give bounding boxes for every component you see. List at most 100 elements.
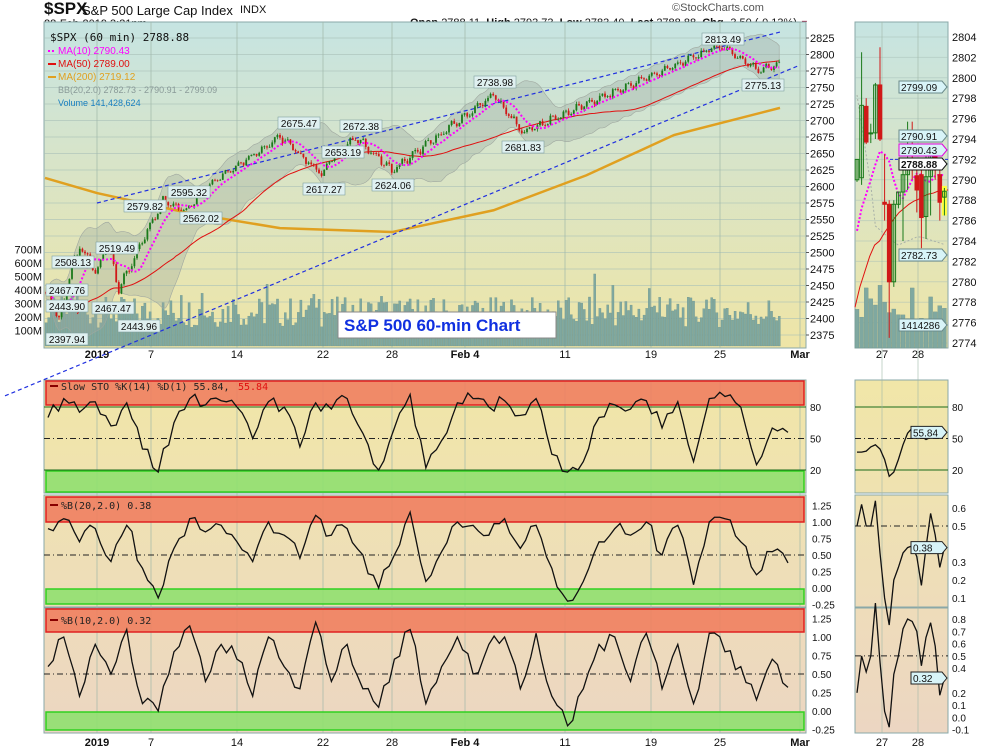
candle-body: [658, 75, 661, 77]
volume-bar: [200, 293, 204, 347]
candle-body: [650, 72, 653, 76]
oversold-band: [45, 711, 805, 731]
candle-body: [427, 140, 430, 142]
volume-bar: [232, 299, 235, 347]
volume-bar: [614, 325, 617, 347]
candle-body: [325, 163, 328, 170]
volume-bar: [291, 325, 295, 347]
candle-body: [518, 124, 521, 131]
candle-body: [97, 267, 99, 274]
candle-body: [195, 196, 198, 205]
date-tick-label: 22: [317, 349, 329, 361]
volume-bar: [749, 314, 752, 347]
candle-body: [643, 78, 645, 80]
candle-body: [622, 90, 625, 93]
candle-body: [375, 152, 378, 154]
candle-body: [533, 129, 536, 131]
candle-body: [276, 135, 279, 138]
candle-body: [606, 96, 609, 97]
candle-body: [377, 153, 380, 157]
candle-body: [310, 162, 313, 165]
candle-body: [687, 55, 690, 62]
zoom-price-tick-label: 2778: [952, 297, 976, 309]
volume-bar: [720, 319, 724, 347]
zoom-pctb20-tick-label: 0.1: [952, 594, 966, 605]
candle-body: [708, 50, 710, 52]
volume-bar: [99, 322, 102, 347]
pctb-tick-label: 1.00: [812, 518, 832, 529]
candle-body: [450, 121, 453, 126]
candle-body: [505, 107, 508, 115]
volume-bar: [307, 305, 310, 347]
zoom-volume-bar: [873, 304, 878, 349]
symbol: $SPX: [44, 0, 88, 18]
candle-body: [390, 163, 393, 173]
volume-bar: [271, 303, 274, 347]
candle-body: [770, 67, 773, 70]
candle-body: [471, 113, 474, 116]
legend-volume: Volume 141,428,624: [58, 98, 141, 108]
volume-bar: [177, 318, 180, 347]
volume-bar: [598, 308, 602, 347]
pctb-tick-label: 1.25: [812, 615, 832, 626]
volume-bar: [276, 298, 279, 347]
candle-body: [273, 137, 276, 143]
candle-body: [666, 66, 669, 69]
volume-bar: [778, 316, 781, 347]
volume-bar: [718, 327, 721, 347]
pctb20-title: %B(20,2.0) 0.38: [50, 501, 151, 512]
volume-bar: [247, 315, 251, 347]
candle-body: [255, 154, 258, 156]
zoom-pctb10-tick-label: 0.1: [952, 701, 966, 712]
volume-bar: [310, 298, 313, 347]
candle-body: [130, 266, 133, 272]
zoom-candle-body: [859, 104, 864, 179]
volume-bar: [744, 313, 747, 347]
candle-body: [258, 152, 261, 156]
volume-tick-label: 300M: [14, 299, 42, 311]
candle-body: [84, 251, 86, 254]
pctb10-title-text: %B(10,2.0) 0.32: [61, 616, 151, 627]
legend-bb: BB(20,2.0) 2782.73 - 2790.91 - 2799.09: [58, 85, 217, 95]
candle-body: [697, 57, 700, 59]
price-label-box: [167, 185, 211, 199]
price-label-box: [117, 319, 161, 333]
candle-body: [245, 159, 248, 166]
candle-body: [429, 140, 432, 144]
volume-bar: [666, 304, 669, 347]
candle-body: [385, 162, 388, 166]
zoom-price-tick-label: 2800: [952, 73, 976, 85]
zoom-pctb10-tick-label: -0.1: [952, 726, 970, 737]
candle-body: [479, 103, 482, 105]
candle-body: [442, 133, 445, 135]
candle-body: [180, 209, 183, 211]
volume-bar: [237, 314, 240, 347]
date-tick-label: 7: [148, 737, 154, 749]
candle-body: [133, 258, 136, 267]
stockcharts-watermark[interactable]: ©StockCharts.com: [672, 2, 764, 14]
candle-body: [351, 137, 354, 141]
candle-body: [229, 171, 232, 173]
volume-bar: [115, 321, 118, 347]
candle-body: [263, 146, 266, 148]
volume-bar: [252, 316, 256, 347]
date-tick-label: 14: [231, 349, 243, 361]
volume-bar: [650, 306, 654, 347]
price-label-box: [45, 299, 89, 313]
candle-body: [50, 291, 53, 303]
volume-bar: [741, 312, 745, 347]
volume-bar: [674, 309, 677, 347]
zoom-pctb20-tick-label: 0.5: [952, 522, 966, 533]
candle-body: [307, 162, 310, 164]
candle-body: [401, 159, 404, 164]
price-label: 2579.82: [127, 202, 164, 213]
value-tag: 2788.88: [901, 160, 938, 171]
ma10-line: [45, 47, 780, 307]
volume-bar: [273, 304, 277, 347]
candle-body: [713, 45, 716, 49]
candle-body: [731, 48, 734, 55]
candle-body: [463, 113, 466, 115]
price-tick-label: 2600: [810, 182, 834, 194]
candle-body: [752, 63, 755, 65]
